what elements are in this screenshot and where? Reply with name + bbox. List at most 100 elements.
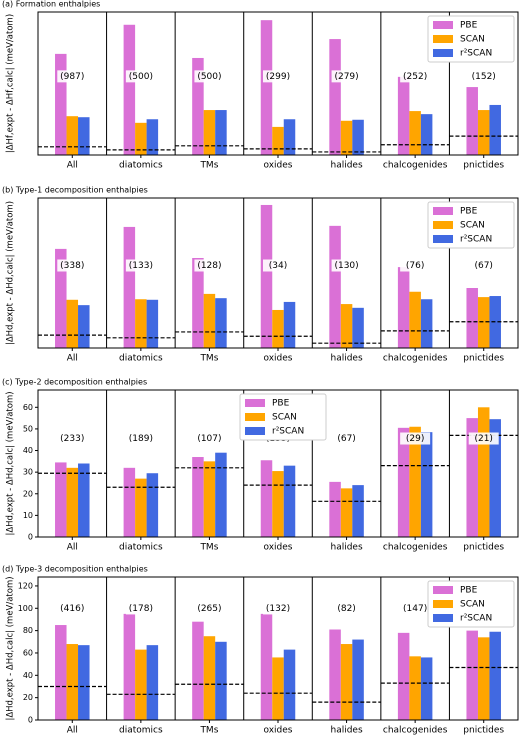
legend-label: SCAN — [460, 600, 485, 610]
bar — [123, 467, 136, 537]
count-label: (189) — [129, 434, 153, 444]
x-tick-label: TMs — [199, 161, 218, 171]
bar — [397, 76, 410, 155]
plot-frame — [37, 389, 519, 538]
bar — [283, 465, 296, 537]
legend-swatch — [433, 235, 453, 243]
count-label: (107) — [197, 434, 221, 444]
x-tick-label: pnictides — [463, 726, 504, 736]
bar — [78, 117, 90, 155]
bar — [352, 119, 364, 155]
legend-label: r²SCAN — [460, 614, 492, 624]
bar — [409, 426, 421, 537]
bar — [203, 636, 216, 720]
y-tick-label: 60 — [23, 648, 33, 657]
panel-title: (b) Type-1 decomposition enthalpies — [2, 186, 148, 195]
x-tick-label: halides — [330, 726, 362, 736]
bar — [272, 657, 284, 720]
y-tick-label: 40 — [23, 671, 33, 680]
plot-frame — [37, 197, 519, 349]
bar — [203, 461, 216, 537]
bar — [466, 87, 478, 155]
y-tick-label: 60 — [23, 403, 33, 412]
count-label-bg — [57, 602, 88, 615]
x-tick-label: All — [67, 543, 78, 553]
bar — [260, 204, 273, 348]
panel-title: (a) Formation enthalpies — [2, 0, 100, 9]
count-label-bg — [400, 432, 431, 445]
count-label: (76) — [406, 261, 424, 271]
y-axis-label: |ΔHd,expt - ΔHd,calc| (meV/atom) — [6, 576, 16, 720]
legend-swatch — [245, 399, 265, 407]
x-tick-label: halides — [330, 161, 362, 171]
bar — [272, 126, 284, 155]
legend-label: PBE — [460, 21, 478, 31]
bar — [420, 657, 433, 720]
x-tick-label: All — [67, 354, 78, 364]
y-tick-label: 100 — [18, 604, 33, 613]
panel-title: (c) Type-2 decomposition enthalpies — [2, 378, 147, 387]
count-label-bg — [331, 432, 362, 445]
y-tick-label: 50 — [23, 424, 33, 433]
bar — [397, 267, 410, 348]
x-tick-label: chalcogenides — [383, 354, 448, 364]
bar — [203, 110, 216, 155]
count-label-bg — [468, 432, 499, 445]
legend-swatch — [433, 207, 453, 215]
bar — [409, 291, 421, 348]
x-tick-label: TMs — [199, 726, 218, 736]
legend-label: SCAN — [460, 221, 485, 231]
x-tick-label: chalcogenides — [383, 543, 448, 553]
bar — [283, 649, 296, 720]
legend-swatch — [433, 21, 453, 29]
x-tick-label: TMs — [199, 543, 218, 553]
x-tick-label: oxides — [264, 543, 293, 553]
count-label: (132) — [266, 604, 290, 614]
bar — [329, 481, 341, 537]
bar — [215, 452, 227, 537]
bar — [340, 644, 353, 720]
count-label-bg — [468, 70, 499, 83]
count-label: (500) — [197, 72, 221, 82]
bar — [477, 110, 490, 155]
count-label: (252) — [403, 72, 427, 82]
plot-frame — [37, 576, 519, 721]
legend-swatch — [433, 49, 453, 57]
bar — [397, 427, 410, 537]
count-label: (130) — [334, 261, 358, 271]
bar — [215, 641, 227, 720]
y-tick-label: 40 — [23, 446, 33, 455]
x-tick-label: pnictides — [463, 354, 504, 364]
count-label-bg — [125, 259, 156, 272]
bar — [352, 307, 364, 348]
bar — [272, 309, 284, 348]
bar — [489, 419, 501, 537]
bar — [66, 644, 79, 720]
bar — [135, 649, 147, 720]
count-label-bg — [125, 602, 156, 615]
y-tick-label: 0 — [28, 533, 33, 542]
bar — [329, 39, 341, 155]
bar — [146, 645, 159, 720]
bar — [420, 432, 433, 537]
count-label-bg — [194, 70, 225, 83]
x-tick-label: All — [67, 726, 78, 736]
bar — [192, 621, 204, 720]
x-tick-label: halides — [330, 354, 362, 364]
bar — [66, 299, 79, 348]
count-label-bg — [400, 70, 431, 83]
count-label-bg — [125, 70, 156, 83]
bar — [135, 478, 147, 537]
x-tick-label: diatomics — [119, 161, 163, 171]
count-label-bg — [263, 70, 293, 83]
bar — [409, 111, 421, 155]
bar — [55, 248, 67, 348]
y-tick-label: 80 — [23, 626, 33, 635]
bar — [260, 460, 273, 537]
count-label-bg — [57, 432, 88, 445]
bar — [466, 288, 478, 348]
x-tick-label: diatomics — [119, 726, 163, 736]
x-tick-label: halides — [330, 543, 362, 553]
bar — [135, 122, 147, 155]
